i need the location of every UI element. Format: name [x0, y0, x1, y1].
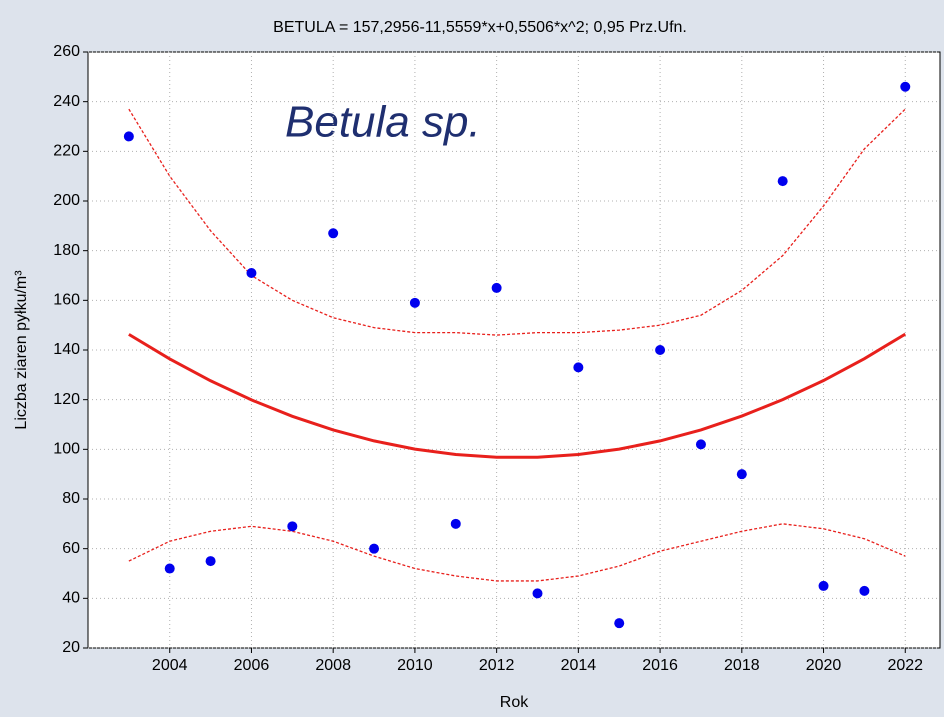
y-tick-label: 60 [62, 540, 80, 557]
confidence-band-upper [128, 108, 906, 336]
point [328, 228, 339, 239]
y-tick-label: 20 [62, 639, 80, 656]
x-tick-label: 2014 [561, 657, 597, 674]
y-tick-label: 240 [53, 93, 80, 110]
point [123, 131, 134, 142]
point [818, 580, 829, 591]
x-tick-label: 2006 [234, 657, 270, 674]
x-axis-label: Rok [500, 694, 529, 711]
point [409, 297, 420, 308]
point [655, 345, 666, 355]
annotation: Betula sp. [285, 98, 481, 147]
x-tick-label: 2016 [642, 657, 678, 674]
y-tick-label: 260 [53, 43, 80, 60]
point [491, 282, 502, 293]
x-tick-label: 2004 [152, 657, 188, 674]
point [614, 618, 625, 629]
x-tick-label: 2010 [397, 657, 433, 674]
fit-line [128, 332, 907, 459]
x-tick-label: 2020 [806, 657, 842, 674]
y-tick-label: 80 [62, 490, 80, 507]
point [205, 556, 216, 567]
y-tick-label: 40 [62, 590, 80, 607]
y-tick-label: 100 [53, 441, 80, 458]
point [246, 268, 257, 279]
point [777, 176, 788, 187]
confidence-band-lower [128, 523, 906, 582]
point [900, 81, 911, 92]
point [287, 521, 298, 532]
x-tick-label: 2018 [724, 657, 760, 674]
point [573, 362, 584, 373]
y-tick-label: 220 [53, 143, 80, 160]
y-tick-label: 160 [53, 292, 80, 309]
plot-area [87, 51, 941, 649]
x-tick-label: 2022 [887, 657, 923, 674]
point [369, 543, 380, 554]
point [695, 439, 706, 450]
point [164, 563, 175, 574]
point [736, 469, 747, 480]
y-axis-label: Liczba ziaren pyłku/m³ [13, 270, 30, 430]
point [450, 518, 461, 529]
x-tick-label: 2008 [315, 657, 351, 674]
x-tick-label: 2012 [479, 657, 515, 674]
chart-title: BETULA = 157,2956-11,5559*x+0,5506*x^2; … [273, 19, 687, 36]
point [859, 585, 870, 596]
y-tick-label: 200 [53, 192, 80, 209]
point [532, 588, 543, 599]
y-tick-label: 180 [53, 242, 80, 259]
y-tick-label: 140 [53, 341, 80, 358]
y-tick-label: 120 [53, 391, 80, 408]
